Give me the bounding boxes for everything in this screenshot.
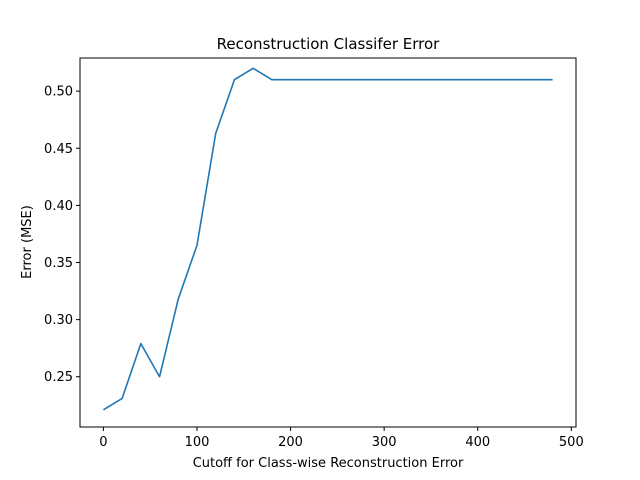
series-line-0 <box>102 67 553 411</box>
data-point <box>121 397 123 399</box>
data-point <box>196 244 198 246</box>
x-tick-label: 200 <box>278 435 303 450</box>
data-point <box>458 79 460 81</box>
x-tick-label: 300 <box>372 435 397 450</box>
data-point <box>514 79 516 81</box>
data-point <box>289 79 291 81</box>
y-tick-label: 0.40 <box>44 199 73 214</box>
x-tick-label: 100 <box>185 435 210 450</box>
data-point <box>533 79 535 81</box>
data-point <box>140 342 142 344</box>
x-tick-label: 400 <box>465 435 490 450</box>
data-point <box>271 79 273 81</box>
data-point <box>327 79 329 81</box>
x-axis-label: Cutoff for Class-wise Reconstruction Err… <box>193 456 464 471</box>
data-point <box>252 67 254 69</box>
data-point <box>158 376 160 378</box>
y-axis-label: Error (MSE) <box>20 205 35 279</box>
data-point <box>233 79 235 81</box>
data-point <box>495 79 497 81</box>
x-tick-label: 500 <box>559 435 584 450</box>
data-point <box>439 79 441 81</box>
data-point <box>102 409 104 411</box>
plot-area: 0 100 200 300 400 500 0.25 0.30 0.35 0.40 0.45 0.50 <box>44 57 584 450</box>
data-point <box>551 79 553 81</box>
data-point <box>346 79 348 81</box>
data-point <box>215 132 217 134</box>
data-point <box>364 79 366 81</box>
y-tick-label: 0.45 <box>44 142 73 157</box>
y-tick-label: 0.50 <box>44 85 73 100</box>
data-point <box>420 79 422 81</box>
chart-title: Reconstruction Classifer Error <box>217 35 440 53</box>
data-point <box>383 79 385 81</box>
y-tick-label: 0.25 <box>44 370 73 385</box>
data-point <box>402 79 404 81</box>
y-tick-label: 0.35 <box>44 256 73 271</box>
x-tick-label: 0 <box>99 435 107 450</box>
data-point <box>308 79 310 81</box>
axes-frame <box>79 57 577 428</box>
data-point <box>477 79 479 81</box>
data-point <box>177 298 179 300</box>
y-tick-label: 0.30 <box>44 313 73 328</box>
